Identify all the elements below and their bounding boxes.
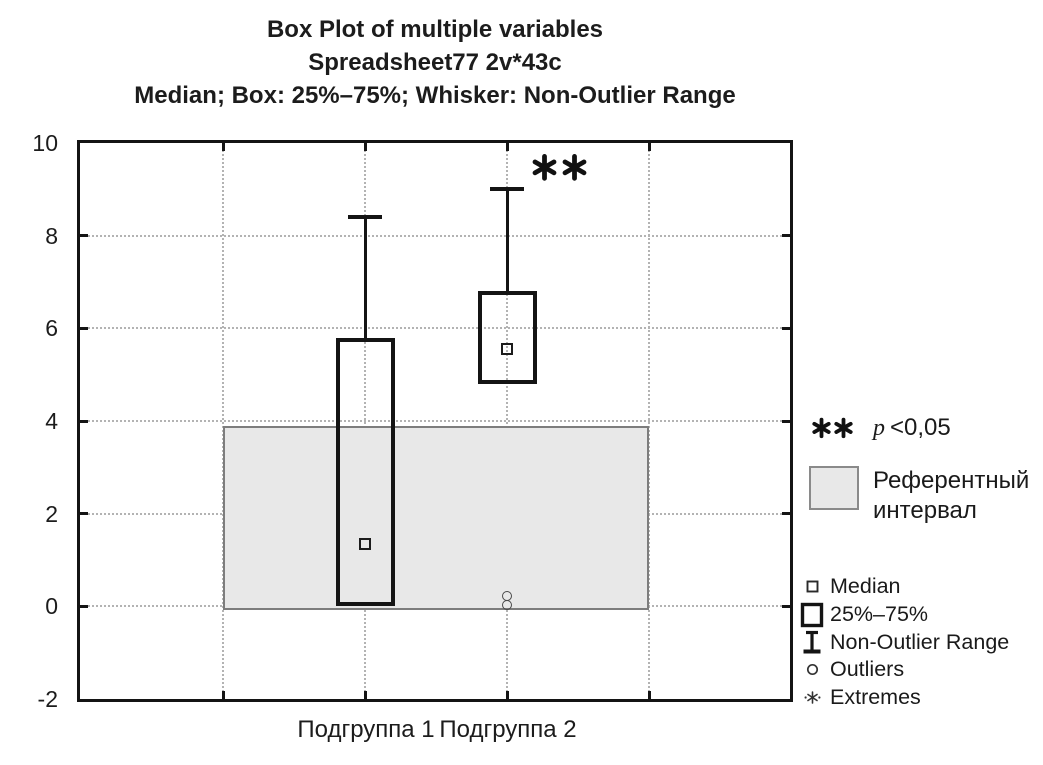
x-gridline — [364, 143, 366, 699]
x-axis-tick — [505, 691, 509, 699]
reference-interval-band — [223, 425, 649, 611]
box-25-75-marker-icon — [798, 602, 826, 628]
y-tick-label: 6 — [45, 315, 58, 342]
x-axis-tick — [647, 691, 651, 699]
y-tick-label: 8 — [45, 222, 58, 249]
y-axis-tick — [80, 419, 88, 423]
median-marker-icon — [798, 579, 826, 594]
reference-interval-swatch — [809, 466, 859, 510]
y-axis-tick — [782, 512, 790, 516]
legend-label-extremes: Extremes — [830, 685, 921, 710]
significance-asterisks-icon — [532, 153, 587, 182]
p-symbol: p — [873, 415, 885, 441]
p-threshold: <0,05 — [890, 414, 951, 441]
x-gridline — [648, 143, 650, 699]
reference-interval-legend: Референтный интервал — [809, 466, 1029, 526]
legend-label-box: 25%–75% — [830, 602, 929, 627]
chart-title: Box Plot of multiple variables Spreadshe… — [77, 13, 793, 112]
y-tick-label: 10 — [32, 130, 58, 156]
x-gridline — [506, 143, 508, 699]
significance-legend: p <0,05 — [812, 412, 951, 444]
median-marker — [359, 537, 371, 550]
reference-label-line-2: интервал — [873, 497, 977, 524]
legend-label-outliers: Outliers — [830, 657, 905, 682]
reference-label-line-1: Референтный — [873, 467, 1030, 494]
outlier-marker — [502, 600, 512, 611]
legend-item-outliers: Outliers — [798, 656, 1009, 684]
title-line-1: Box Plot of multiple variables — [266, 16, 604, 43]
x-tick-label-group2: Подгруппа 2 — [439, 716, 577, 743]
whisker-cap — [348, 215, 382, 220]
box-iqr — [335, 337, 395, 607]
y-axis-tick — [80, 604, 88, 608]
y-axis-tick — [782, 419, 790, 423]
x-axis-tick — [505, 143, 509, 151]
legend-label-median: Median — [830, 574, 901, 599]
x-axis-tick — [647, 143, 651, 151]
significance-legend-text: p <0,05 — [873, 414, 951, 442]
plot-area — [77, 140, 793, 702]
y-axis-tick — [782, 604, 790, 608]
y-tick-label: 4 — [45, 408, 58, 434]
plot-legend: Median 25%–75% Non-Outlier Range Outlier… — [798, 573, 1009, 711]
title-line-3: Median; Box: 25%–75%; Whisker: Non-Outli… — [134, 82, 736, 109]
y-tick-label: 2 — [45, 500, 58, 527]
reference-interval-label: Референтный интервал — [873, 466, 1029, 526]
legend-item-whisker: Non-Outlier Range — [798, 628, 1009, 656]
legend-item-extremes: Extremes — [798, 684, 1009, 712]
x-axis-tick — [363, 143, 367, 151]
y-tick-label: -2 — [37, 686, 58, 712]
whisker-line — [363, 217, 367, 338]
whisker-marker-icon — [798, 629, 826, 655]
x-axis-tick — [363, 691, 367, 699]
y-axis-tick — [782, 326, 790, 330]
y-axis-tick — [782, 234, 790, 238]
legend-label-whisker: Non-Outlier Range — [830, 629, 1010, 654]
legend-item-median: Median — [798, 573, 1009, 601]
y-axis-tick — [80, 512, 88, 516]
legend-item-box: 25%–75% — [798, 601, 1009, 629]
extremes-marker-icon — [798, 689, 826, 706]
y-gridline — [80, 327, 790, 330]
x-axis-tick — [221, 691, 225, 699]
x-axis-tick — [221, 143, 225, 151]
whisker-line — [505, 189, 509, 292]
whisker-cap — [490, 187, 524, 192]
outliers-marker-icon — [798, 662, 826, 677]
median-marker — [501, 343, 513, 356]
title-line-2: Spreadsheet77 2v*43c — [308, 49, 562, 76]
significance-legend-asterisks-icon — [812, 417, 859, 439]
y-axis-tick — [80, 326, 88, 330]
y-gridline — [80, 420, 790, 422]
y-gridline — [80, 234, 790, 237]
box-iqr — [477, 291, 537, 384]
y-axis-tick — [80, 234, 88, 238]
x-tick-label-group1: Подгруппа 1 — [297, 716, 435, 743]
y-tick-label: 0 — [45, 593, 58, 620]
x-gridline — [222, 143, 224, 699]
